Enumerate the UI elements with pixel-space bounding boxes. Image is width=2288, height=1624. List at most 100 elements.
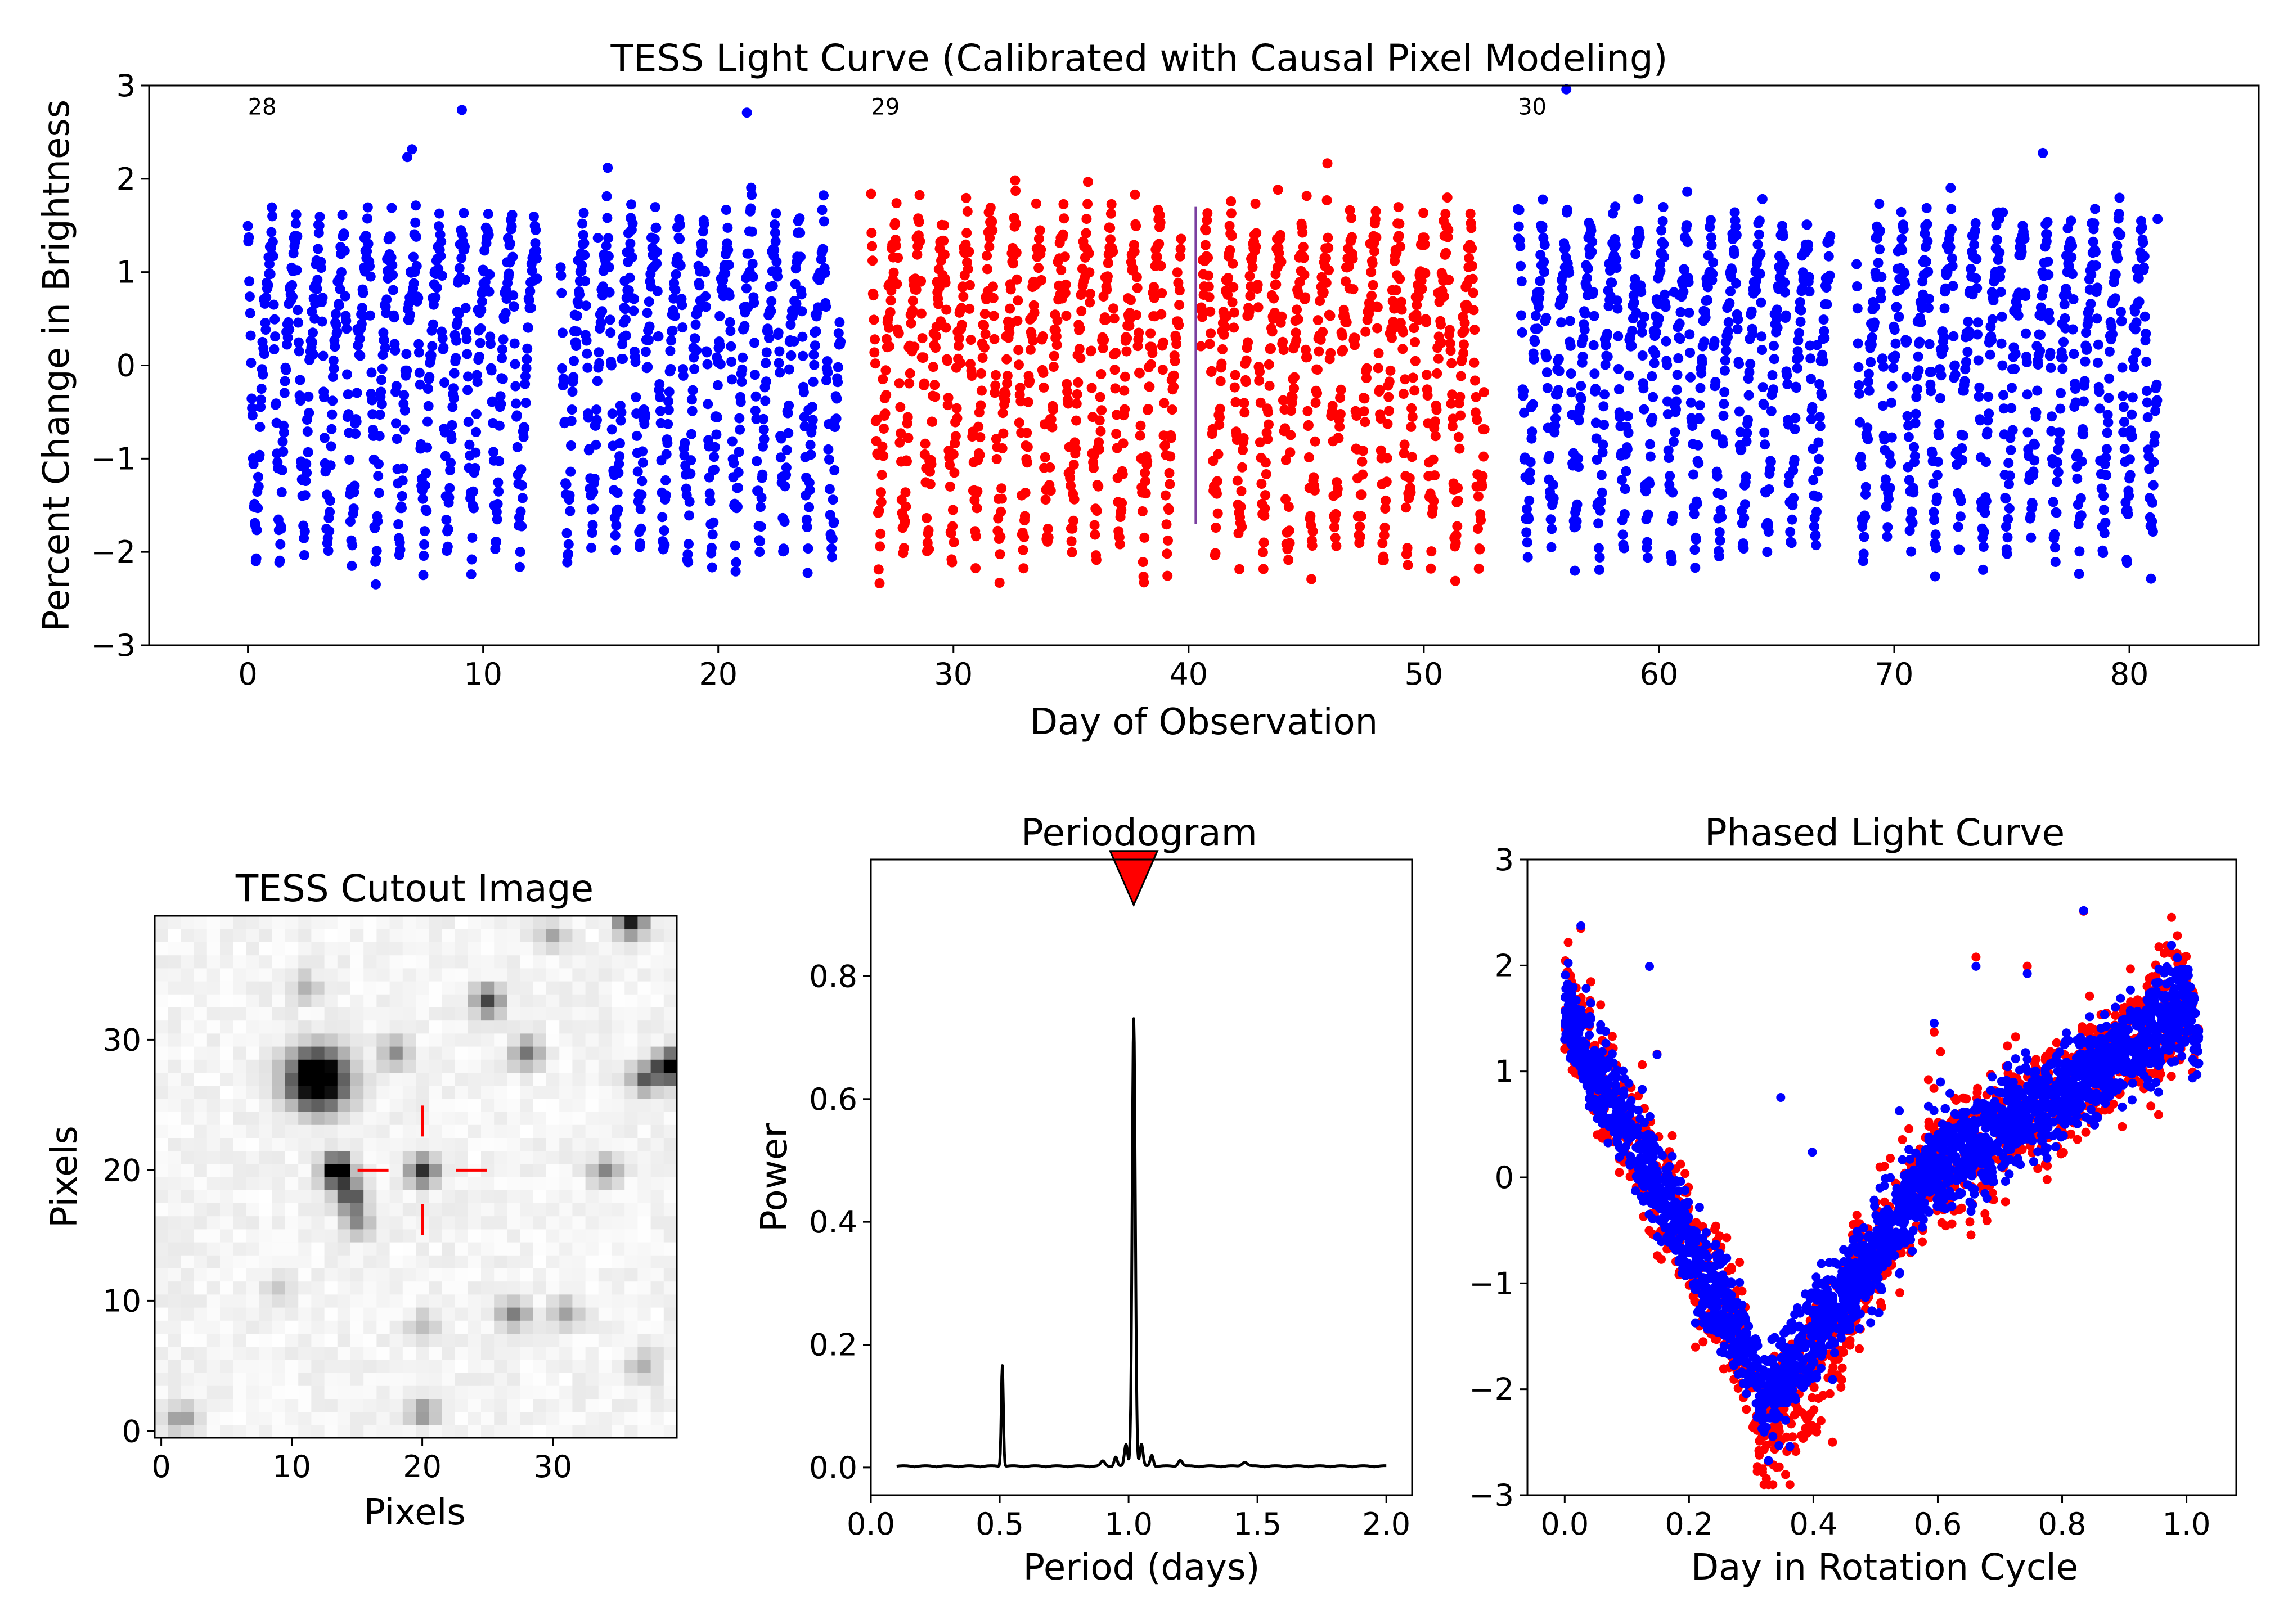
cutout-pixel [350,981,364,995]
cutout-pixel [206,1177,221,1190]
lc-point [1767,370,1778,380]
lc-point [613,504,623,515]
cutout-pixel [402,1320,416,1334]
lc-point [2086,269,2097,280]
lc-point [265,269,276,280]
cutout-pixel [233,968,246,982]
lc-point [930,392,941,402]
lc-point [2079,376,2090,386]
lc-point [582,348,592,359]
cutout-pixel [363,1424,377,1438]
cutout-pixel [233,1085,246,1099]
lc-point [1022,442,1033,452]
lc-point [1578,333,1589,344]
lc-point [1323,232,1333,243]
lc-point [1860,482,1871,492]
lc-point [351,416,362,427]
lc-point [1015,383,1026,393]
lc-point [1260,457,1271,468]
cutout-pixel [520,1255,534,1268]
cutout-pixel [259,994,273,1007]
lc-point [1586,225,1597,236]
lc-point [1033,233,1044,244]
lc-point [909,341,920,352]
lc-point [255,402,266,412]
cutout-pixel [442,1229,456,1243]
lc-point [694,280,705,291]
lc-point [312,284,322,294]
lc-point [1077,288,1087,299]
lc-point [1996,338,2007,349]
lc-point [1814,379,1825,389]
cutout-pixel [168,916,181,929]
cutout-pixel [455,1085,469,1099]
lc-point [1955,511,1966,522]
cutout-pixel [311,1190,325,1203]
lc-point [956,320,967,330]
cutout-pixel [468,1059,482,1073]
cutout-pixel [168,1112,181,1125]
cutout-pixel [285,916,299,929]
cutout-pixel [259,916,273,929]
cutout-pixel [285,1320,299,1334]
lc-point [1924,339,1935,349]
lc-point [1095,392,1105,402]
cutout-pixel [442,1216,456,1230]
cutout-pixel [324,1072,338,1086]
lc-point [300,476,311,486]
lc-point [1263,407,1274,417]
lc-point [1980,507,1990,518]
cutout-pixel [168,1294,181,1308]
lc-point [1228,258,1238,269]
lc-point [371,554,381,565]
lc-point [1051,340,1062,350]
lc-point [300,490,311,501]
cutout-pixel [520,1177,534,1190]
lc-point [1731,230,1742,240]
cutout-pixel [520,1398,534,1412]
cutout-pixel [298,1112,312,1125]
lc-point [903,433,914,443]
lc-point [1804,272,1814,282]
lc-point [1705,215,1716,226]
lc-point [601,191,612,201]
lc-point [1653,313,1664,324]
lc-point [1210,548,1221,559]
lc-point [270,331,281,342]
lc-point [1910,418,1921,429]
cutout-pixel [168,1020,181,1034]
cutout-pixel [155,1398,168,1412]
lc-point [2022,427,2033,438]
lc-point [1280,423,1291,434]
lc-point [1312,315,1323,326]
lc-point [2099,528,2110,538]
lc-point [1454,443,1465,454]
lc-point [1318,287,1329,298]
lc-point [1948,331,1959,341]
lc-point [774,346,785,357]
cutout-pixel [324,1150,338,1164]
lc-point [1795,317,1806,327]
lc-point [2055,403,2066,414]
cutout-pixel [272,1398,286,1412]
lc-point [1923,294,1934,304]
cutout-pixel [520,1216,534,1230]
lc-point [1637,350,1648,361]
lc-point [2049,529,2060,539]
lc-point [601,240,612,251]
cutout-pixel [206,1385,221,1399]
cutout-pixel [246,1385,260,1399]
lc-point [1004,327,1015,338]
cutout-pixel [194,916,208,929]
lc-point [1947,224,1957,235]
lc-point [1982,426,1993,437]
cutout-pixel [389,1085,403,1099]
lc-point [2076,456,2087,467]
cutout-pixel [324,1085,338,1099]
lc-point [949,537,959,547]
lc-point [1045,485,1056,496]
lc-point [870,334,880,345]
lc-point [942,356,952,366]
lc-point [2098,548,2109,559]
sector-label: 30 [1518,94,1547,120]
